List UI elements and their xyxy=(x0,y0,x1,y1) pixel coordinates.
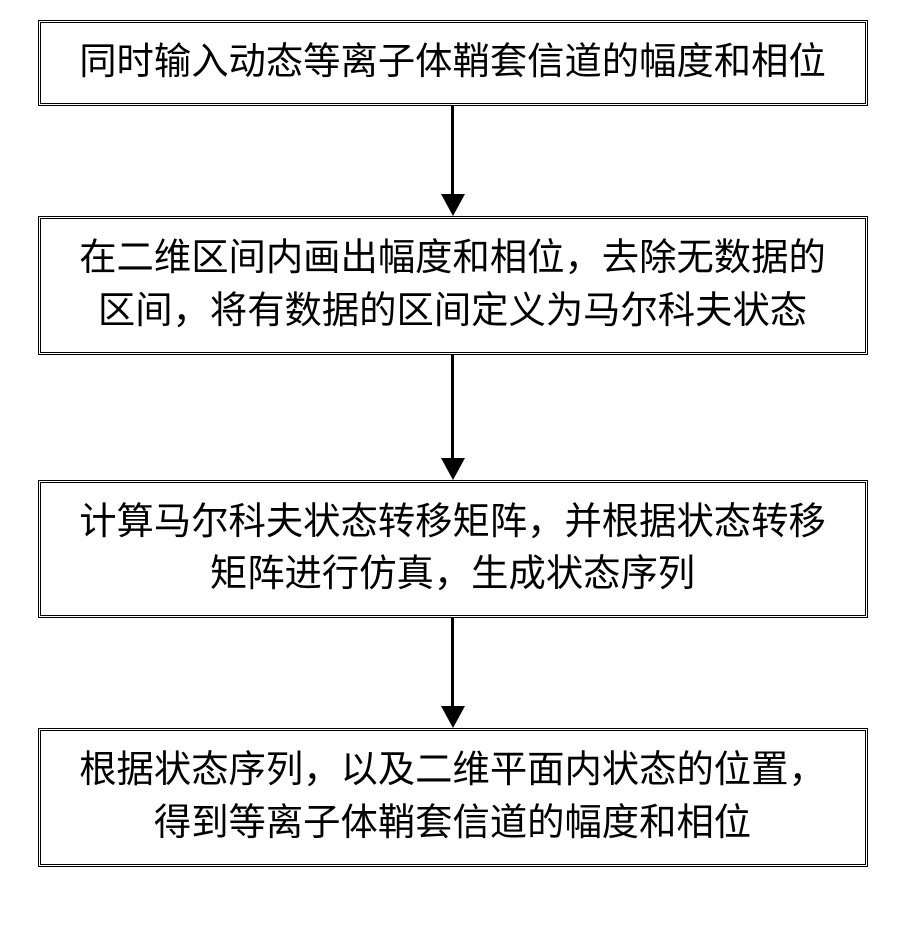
arrow-line-icon xyxy=(451,355,454,458)
step-1-text: 同时输入动态等离子体鞘套信道的幅度和相位 xyxy=(79,37,826,89)
arrow-3 xyxy=(441,618,465,728)
arrow-1 xyxy=(441,106,465,216)
flowchart-step-2: 在二维区间内画出幅度和相位，去除无数据的区间，将有数据的区间定义为马尔科夫状态 xyxy=(38,216,868,355)
arrow-line-icon xyxy=(451,106,454,194)
step-2-text: 在二维区间内画出幅度和相位，去除无数据的区间，将有数据的区间定义为马尔科夫状态 xyxy=(69,233,837,338)
arrow-2 xyxy=(441,355,465,480)
flowchart-step-3: 计算马尔科夫状态转移矩阵，并根据状态转移矩阵进行仿真，生成状态序列 xyxy=(38,480,868,619)
flowchart-container: 同时输入动态等离子体鞘套信道的幅度和相位 在二维区间内画出幅度和相位，去除无数据… xyxy=(38,20,868,867)
step-3-text: 计算马尔科夫状态转移矩阵，并根据状态转移矩阵进行仿真，生成状态序列 xyxy=(69,497,837,602)
arrow-head-icon xyxy=(441,194,465,216)
arrow-head-icon xyxy=(441,458,465,480)
arrow-line-icon xyxy=(451,618,454,706)
flowchart-step-4: 根据状态序列，以及二维平面内状态的位置，得到等离子体鞘套信道的幅度和相位 xyxy=(38,728,868,867)
arrow-head-icon xyxy=(441,706,465,728)
step-4-text: 根据状态序列，以及二维平面内状态的位置，得到等离子体鞘套信道的幅度和相位 xyxy=(69,745,837,850)
flowchart-step-1: 同时输入动态等离子体鞘套信道的幅度和相位 xyxy=(38,20,868,106)
